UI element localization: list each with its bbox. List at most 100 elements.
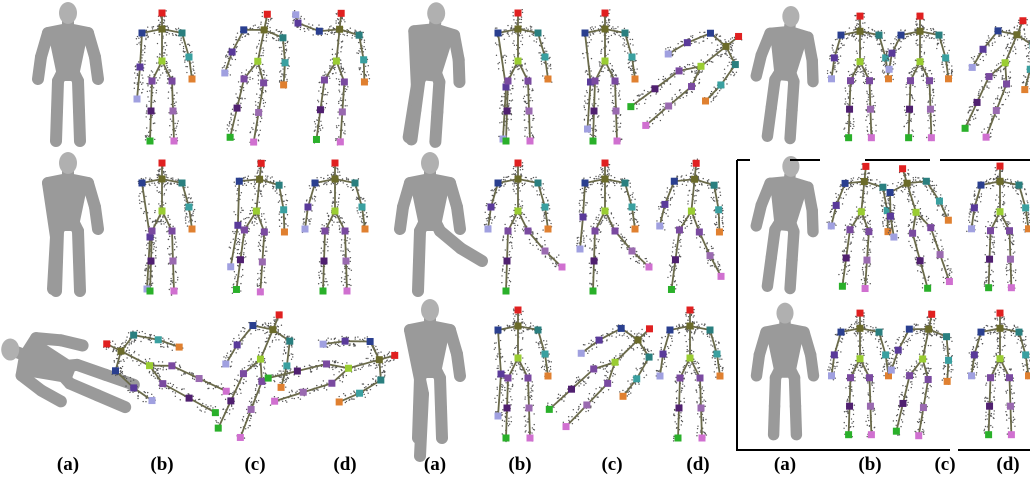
joint [341, 78, 348, 85]
point [900, 41, 901, 42]
point [858, 20, 859, 21]
point [268, 21, 269, 22]
point [596, 130, 597, 131]
point [931, 38, 932, 39]
limb [400, 207, 403, 229]
point [864, 16, 865, 17]
point [338, 84, 339, 85]
point [236, 193, 237, 194]
point [504, 29, 505, 30]
point [147, 96, 148, 97]
point [515, 170, 516, 171]
point [618, 92, 619, 93]
point [655, 113, 656, 114]
point [717, 44, 718, 45]
point [671, 97, 672, 98]
point [976, 64, 977, 65]
point [254, 25, 255, 26]
point [177, 123, 178, 124]
point [733, 56, 734, 57]
point [337, 117, 338, 118]
point [337, 206, 338, 207]
point [172, 177, 173, 178]
point [178, 120, 179, 121]
point [528, 220, 529, 221]
point [176, 92, 177, 93]
point [861, 71, 862, 72]
point [260, 121, 261, 122]
point [608, 20, 609, 21]
point [259, 88, 260, 89]
point [164, 193, 165, 194]
point [631, 65, 632, 66]
point [262, 64, 263, 65]
point [264, 267, 265, 268]
point [609, 22, 610, 23]
joint [857, 28, 864, 35]
point [1008, 47, 1009, 48]
point [366, 216, 367, 217]
point [146, 106, 147, 107]
point [541, 221, 542, 222]
point [146, 112, 147, 113]
point [174, 183, 175, 184]
joint [312, 180, 319, 187]
point [613, 106, 614, 107]
point [992, 45, 993, 46]
point [172, 76, 173, 77]
point [683, 74, 684, 75]
point [145, 220, 146, 221]
point [138, 42, 139, 43]
point [718, 55, 719, 56]
point [153, 221, 154, 222]
point [549, 258, 550, 259]
point [258, 26, 259, 27]
point [870, 35, 871, 36]
point [259, 40, 260, 41]
point [514, 228, 515, 229]
point [166, 174, 167, 175]
point [867, 103, 868, 104]
point [532, 120, 533, 121]
point [261, 196, 262, 197]
point [927, 120, 928, 121]
point [230, 242, 231, 243]
point [251, 207, 252, 208]
point [608, 41, 609, 42]
point [583, 105, 584, 106]
point [335, 53, 336, 54]
point [288, 66, 289, 67]
joint [139, 180, 146, 187]
point [263, 213, 264, 214]
point [692, 35, 693, 36]
point [167, 67, 168, 68]
point [242, 269, 243, 270]
point [703, 40, 704, 41]
point [943, 42, 944, 43]
point [248, 81, 249, 82]
point [186, 72, 187, 73]
point [943, 39, 944, 40]
point [864, 35, 865, 36]
point [524, 129, 525, 130]
point [848, 97, 849, 98]
point [192, 215, 193, 216]
point [321, 248, 322, 249]
point [941, 56, 942, 57]
point [343, 19, 344, 20]
point [287, 225, 288, 226]
point [281, 223, 282, 224]
point [1018, 22, 1019, 23]
point [832, 49, 833, 50]
point [281, 50, 282, 51]
point [486, 203, 487, 204]
point [724, 69, 725, 70]
point [998, 63, 999, 64]
point [502, 104, 503, 105]
point [599, 63, 600, 64]
point [848, 85, 849, 86]
point [184, 51, 185, 52]
point [356, 207, 357, 208]
point [622, 38, 623, 39]
point [864, 83, 865, 84]
